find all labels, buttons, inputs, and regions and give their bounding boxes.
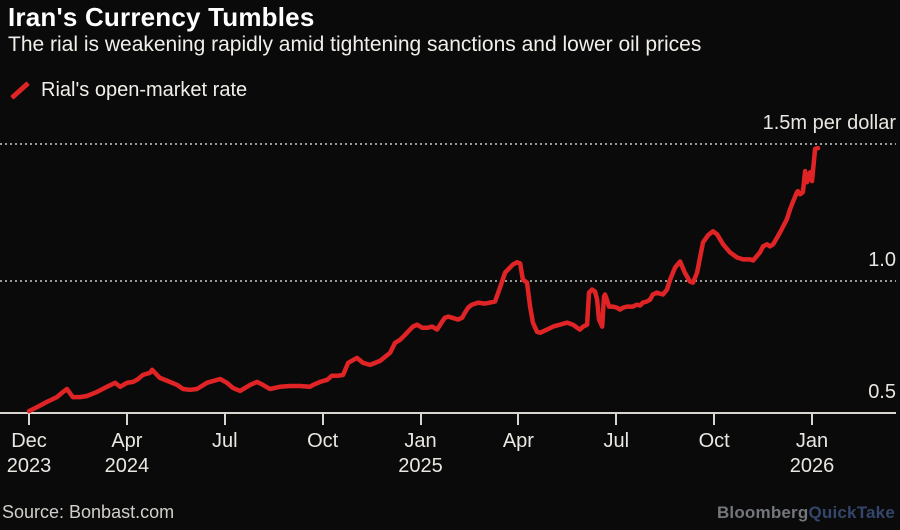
x-tick-mark (811, 414, 813, 425)
y-axis-label-1-5m: 1.5m per dollar (762, 112, 896, 134)
x-tick-label: Oct (307, 430, 339, 452)
x-tick-label: Oct (698, 430, 730, 452)
x-tick-label: Jul (211, 430, 238, 452)
x-tick-mark (615, 414, 618, 425)
x-tick-year: 2024 (104, 455, 150, 477)
gridline-1-0m (0, 280, 896, 282)
x-tick-mark (713, 414, 716, 425)
x-tick-year: 2026 (789, 455, 835, 477)
gridline-1-5m (0, 143, 896, 145)
footer: Source: Bonbast.com BloombergQuickTake (0, 500, 900, 530)
source-note: Source: Bonbast.com (2, 502, 175, 522)
x-tick-mark (28, 414, 30, 425)
chart-title: Iran's Currency Tumbles (8, 2, 315, 32)
x-tick-label: Jul (603, 430, 630, 452)
x-tick-mark (125, 414, 128, 425)
x-tick-mark (517, 414, 520, 425)
x-tick-year: 2025 (398, 455, 443, 477)
bloomberg-wordmark: Bloomberg (716, 503, 809, 522)
rial-rate-line (26, 145, 821, 414)
chart-subtitle: The rial is weakening rapidly amid tight… (8, 33, 702, 56)
x-tick-year: 2023 (6, 455, 52, 477)
x-tick-label: Apr (502, 430, 534, 452)
x-tick-label: Apr 2024 (82, 429, 172, 479)
bloomberg-quicktake-logo: BloombergQuickTake (717, 503, 895, 523)
x-tick-mark (223, 414, 226, 425)
x-tick-mark (321, 414, 324, 425)
quicktake-wordmark: QuickTake (808, 503, 895, 522)
x-tick-label: Jan 2025 (376, 429, 466, 479)
x-tick-label: Jan 2026 (767, 429, 857, 479)
legend: Rial's open-market rate (8, 78, 247, 102)
x-tick-label: Dec 2023 (0, 429, 74, 479)
y-axis-label-0-5: 0.5 (868, 381, 896, 403)
x-tick-mark (419, 414, 422, 425)
y-axis-label-1-0: 1.0 (868, 249, 896, 271)
x-axis-line (0, 412, 896, 414)
legend-label: Rial's open-market rate (41, 78, 248, 101)
